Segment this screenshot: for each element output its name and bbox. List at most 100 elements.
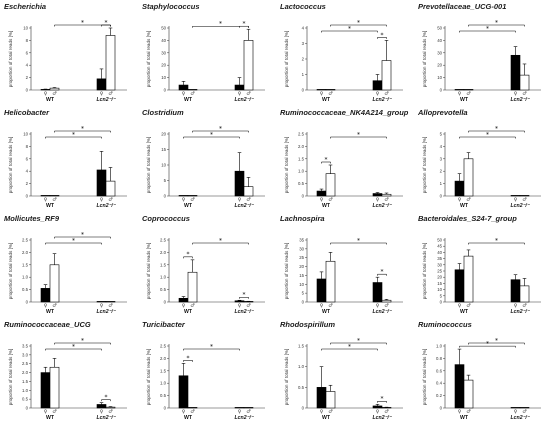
y-axis-label: proportion of total reads [%] xyxy=(422,31,427,87)
male-icon: ♂ xyxy=(52,197,56,203)
y-tick-label: 1.5 xyxy=(22,379,29,384)
y-tick-label: 6 xyxy=(26,156,29,161)
bar xyxy=(40,89,51,91)
chart-title: Coprococcus xyxy=(142,214,190,223)
bar xyxy=(178,375,189,409)
chart-title: Escherichia xyxy=(4,2,47,11)
male-icon: ♂ xyxy=(108,409,112,415)
bar xyxy=(49,195,60,197)
chart-panel: Staphylococcus proportion of total reads … xyxy=(138,2,275,108)
chart-title: Lachnospira xyxy=(280,214,325,223)
bar xyxy=(372,193,383,197)
y-tick-label: 20 xyxy=(161,63,166,68)
male-icon: ♂ xyxy=(384,409,388,415)
significance-star: * xyxy=(105,394,108,401)
y-tick-label: 0.8 xyxy=(436,356,443,361)
y-tick-label: 5 xyxy=(302,291,305,296)
significance-star: * xyxy=(72,237,75,244)
male-icon: ♂ xyxy=(52,303,56,309)
x-category-label: WT xyxy=(322,309,331,315)
y-tick-label: 30 xyxy=(437,50,442,55)
bar xyxy=(40,288,51,303)
significance-star: * xyxy=(348,25,351,32)
significance-star: * xyxy=(381,396,384,403)
y-tick-label: 0 xyxy=(26,194,29,199)
y-tick-label: 8 xyxy=(26,144,29,149)
y-tick-label: 3 xyxy=(302,41,305,46)
bar xyxy=(234,170,245,197)
female-icon: ♀ xyxy=(182,409,186,415)
y-axis-label: proportion of total reads [%] xyxy=(8,137,13,193)
bar xyxy=(234,300,245,303)
y-tick-label: 10 xyxy=(299,282,304,287)
bar xyxy=(40,195,51,197)
y-tick-label: 0 xyxy=(440,300,443,305)
bar xyxy=(510,54,521,91)
x-category-label: Lcn2⁻/⁻ xyxy=(510,415,530,421)
female-icon: ♀ xyxy=(182,303,186,309)
y-tick-label: 50 xyxy=(161,26,166,31)
bar xyxy=(519,195,530,197)
bar xyxy=(234,407,245,409)
significance-star: * xyxy=(495,125,498,132)
y-tick-label: 6 xyxy=(26,50,29,55)
y-tick-label: 1 xyxy=(440,181,443,186)
y-tick-label: 50 xyxy=(437,238,442,243)
chart-panel: Escherichia proportion of total reads [%]… xyxy=(0,2,137,108)
y-tick-label: 40 xyxy=(437,38,442,43)
y-tick-label: 2.5 xyxy=(22,238,29,243)
male-icon: ♂ xyxy=(52,409,56,415)
y-tick-label: 25 xyxy=(437,269,442,274)
y-tick-label: 20 xyxy=(161,132,166,137)
y-tick-label: 3.5 xyxy=(22,344,29,349)
bar xyxy=(49,366,60,409)
bar xyxy=(372,80,383,91)
y-tick-label: 2.0 xyxy=(22,250,29,255)
female-icon: ♀ xyxy=(514,409,518,415)
x-category-label: Lcn2⁻/⁻ xyxy=(510,203,530,209)
y-tick-label: 0 xyxy=(302,194,305,199)
y-tick-label: 0 xyxy=(164,300,167,305)
significance-star: * xyxy=(210,131,213,138)
y-tick-label: 30 xyxy=(437,262,442,267)
chart-title: Ruminococcaceae_UCG xyxy=(4,320,91,329)
x-category-label: Lcn2⁻/⁻ xyxy=(96,415,116,421)
female-icon: ♀ xyxy=(182,197,186,203)
female-icon: ♀ xyxy=(514,197,518,203)
chart-title: Rhodospirillum xyxy=(280,320,335,329)
male-icon: ♂ xyxy=(466,409,470,415)
bar xyxy=(381,299,392,303)
significance-star: * xyxy=(219,21,222,28)
bar xyxy=(187,271,198,303)
chart-panel: Helicobacter proportion of total reads [%… xyxy=(0,108,137,214)
female-icon: ♀ xyxy=(458,91,462,97)
bar xyxy=(96,301,107,303)
y-tick-label: 0 xyxy=(164,88,167,93)
male-icon: ♂ xyxy=(384,91,388,97)
y-tick-label: 4 xyxy=(302,26,305,31)
bar-chart: proportion of total reads [%] 0 10 20 30 40 50… xyxy=(146,21,265,103)
male-icon: ♂ xyxy=(328,409,332,415)
y-tick-label: 20 xyxy=(299,264,304,269)
y-axis-label: proportion of total reads [%] xyxy=(146,349,151,405)
y-tick-label: 5 xyxy=(164,178,167,183)
y-tick-label: 30 xyxy=(161,50,166,55)
significance-star: * xyxy=(486,341,489,348)
x-category-label: Lcn2⁻/⁻ xyxy=(372,309,392,315)
y-tick-label: 1.0 xyxy=(22,388,29,393)
significance-star: * xyxy=(357,19,360,26)
bar xyxy=(325,391,336,409)
y-tick-label: 1 xyxy=(302,72,305,77)
y-tick-label: 2 xyxy=(440,169,443,174)
bar xyxy=(243,186,254,197)
bar xyxy=(510,407,521,409)
y-tick-label: 1.5 xyxy=(22,262,29,267)
chart-panel: Ruminococcaceae_UCG proportion of total r… xyxy=(0,320,137,426)
female-icon: ♀ xyxy=(320,197,324,203)
female-icon: ♀ xyxy=(320,91,324,97)
x-category-label: WT xyxy=(184,97,193,103)
